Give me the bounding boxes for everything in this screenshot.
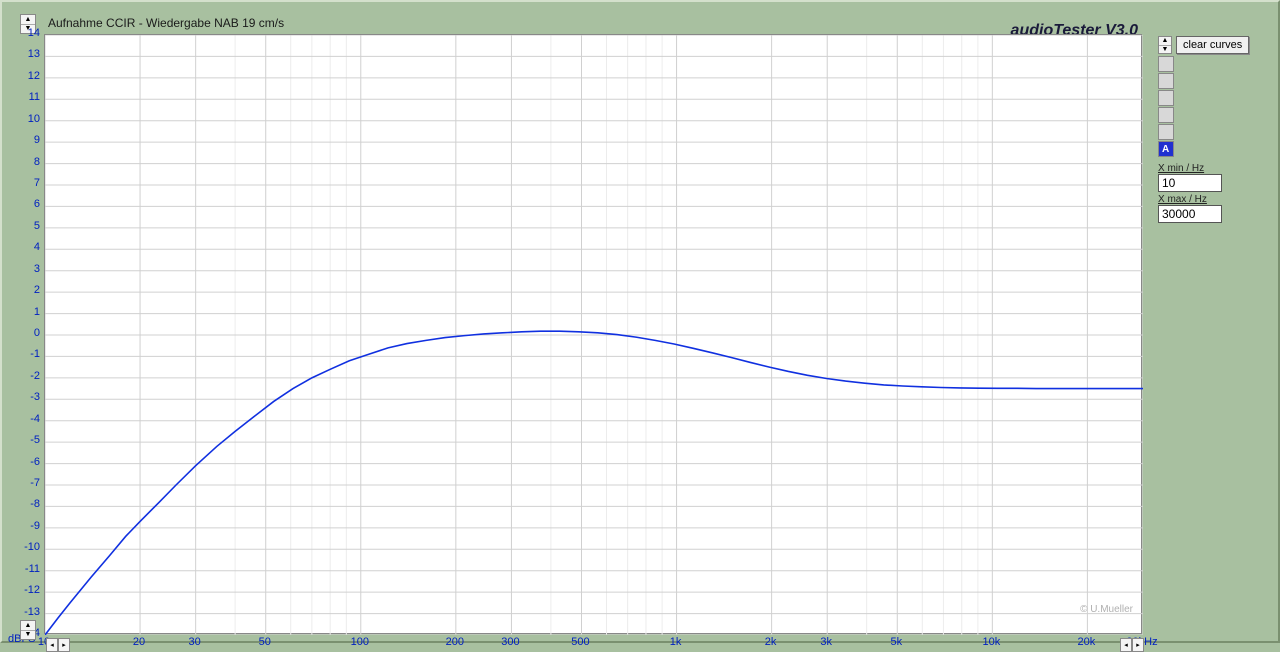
y-tick-label: -8 [10,498,40,510]
x-tick-label: 500 [571,636,589,648]
spinner-right[interactable]: ▸ [58,638,70,652]
x-tick-label: 3k [820,636,832,648]
copyright-text: © U.Mueller [1080,604,1133,615]
curve-slot[interactable] [1158,56,1174,72]
y-tick-label: 6 [10,198,40,210]
spinner-up[interactable]: ▲ [21,15,35,25]
x-tick-label: 20 [133,636,145,648]
x-tick-label: 2k [765,636,777,648]
y-tick-label: 4 [10,241,40,253]
y-tick-label: -10 [10,541,40,553]
y-tick-label: 10 [10,113,40,125]
y-tick-label: -13 [10,606,40,618]
y-tick-label: -4 [10,413,40,425]
spinner-up[interactable]: ▲ [21,621,35,631]
spinner-up[interactable]: ▲ [1159,37,1171,46]
y-tick-label: 8 [10,156,40,168]
curve-slot[interactable] [1158,107,1174,123]
right-panel: ▲ ▼ clear curves A X min / Hz X max / Hz [1158,36,1268,223]
curve-slot[interactable] [1158,73,1174,89]
spinner-left[interactable]: ◂ [1120,638,1132,652]
y-tick-label: 12 [10,70,40,82]
x-tick-label: 10k [982,636,1000,648]
y-tick-label: -12 [10,584,40,596]
xmin-label: X min / Hz [1158,163,1268,174]
x-tick-label: 1k [670,636,682,648]
y-tick-label: -7 [10,477,40,489]
y-tick-label: 1 [10,306,40,318]
xmin-input[interactable] [1158,174,1222,192]
y-tick-label: -11 [10,563,40,575]
chart-title: Aufnahme CCIR - Wiedergabe NAB 19 cm/s [48,16,284,30]
y-tick-label: -6 [10,456,40,468]
chart-plot-area: © U.Mueller [44,34,1142,634]
clear-curves-button[interactable]: clear curves [1176,36,1249,54]
x-right-spinner[interactable]: ◂ ▸ [1120,638,1144,652]
spinner-left[interactable]: ◂ [46,638,58,652]
y-tick-label: 13 [10,48,40,60]
y-tick-label: 7 [10,177,40,189]
y-tick-label: 14 [10,27,40,39]
chart-svg [45,35,1143,635]
x-tick-label: 300 [501,636,519,648]
y-tick-label: 9 [10,134,40,146]
curve-slot[interactable] [1158,90,1174,106]
xmax-input[interactable] [1158,205,1222,223]
y-tick-label: 0 [10,327,40,339]
x-tick-label: 100 [351,636,369,648]
y-tick-label: 3 [10,263,40,275]
y-tick-label: -3 [10,391,40,403]
curve-slot[interactable]: A [1158,141,1174,157]
y-tick-label: 11 [10,91,40,103]
y-tick-label: -9 [10,520,40,532]
spinner-right[interactable]: ▸ [1132,638,1144,652]
x-left-spinner[interactable]: ◂ ▸ [46,638,70,652]
curve-slot[interactable] [1158,124,1174,140]
x-tick-label: 5k [890,636,902,648]
spinner-down[interactable]: ▼ [1159,46,1171,54]
xmax-label: X max / Hz [1158,194,1268,205]
app-frame: ▲ ▼ Aufnahme CCIR - Wiedergabe NAB 19 cm… [0,0,1280,643]
x-tick-label: 200 [446,636,464,648]
x-tick-label: 20k [1078,636,1096,648]
y-tick-label: 5 [10,220,40,232]
x-tick-label: 30 [189,636,201,648]
y-tick-label: 2 [10,284,40,296]
y-bottom-spinner[interactable]: ▲ ▼ [20,620,36,640]
y-tick-label: -5 [10,434,40,446]
y-tick-label: -1 [10,348,40,360]
curve-slot-list: A [1158,56,1174,157]
x-tick-label: 50 [259,636,271,648]
spinner-down[interactable]: ▼ [21,631,35,640]
curve-spinner[interactable]: ▲ ▼ [1158,36,1172,54]
y-tick-label: -2 [10,370,40,382]
